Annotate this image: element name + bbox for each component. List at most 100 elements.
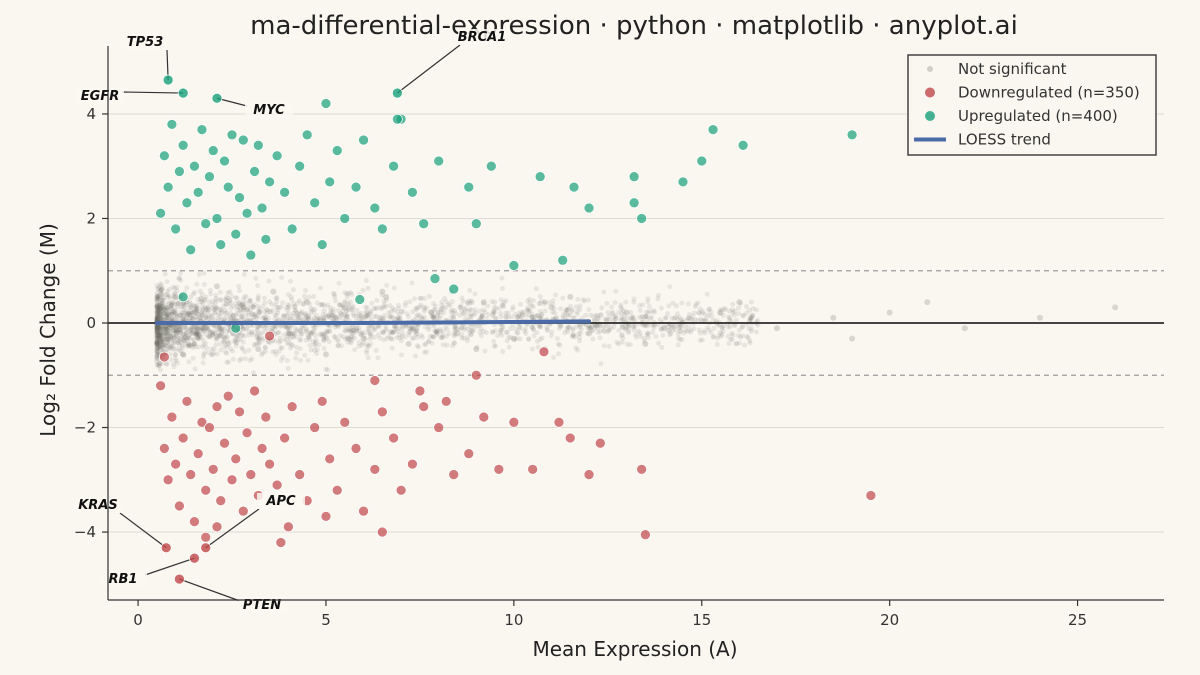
point-background [558,323,564,329]
point-downregulated [159,351,170,363]
point-background [156,314,162,320]
point-background [299,309,305,315]
point-background [407,328,413,334]
point-background [295,328,301,334]
point-background [356,343,362,349]
point-background [326,339,332,345]
point-background [727,323,733,329]
point-upregulated [418,218,430,230]
point-background [154,325,160,331]
point-background [159,333,165,339]
point-background [468,324,474,330]
point-background [585,325,591,331]
point-background [200,327,206,333]
point-background [198,296,204,302]
point-background [744,310,750,316]
point-background [359,330,365,336]
point-background [730,301,736,307]
point-background [154,327,160,333]
point-background [719,331,725,337]
point-background [179,301,185,307]
point-background [492,328,498,334]
point-background [331,314,337,320]
point-background [154,324,160,330]
point-background [255,324,261,330]
point-background [719,324,725,330]
point-downregulated [260,411,272,423]
point-upregulated [388,160,399,172]
point-background [727,315,733,321]
point-background [216,317,222,323]
point-background [155,325,161,331]
point-background [266,316,272,322]
point-background [172,340,178,346]
gene-label: PTEN [243,598,281,613]
point-background [566,324,572,330]
point-background [616,341,622,347]
point-background [281,337,287,343]
point-background [221,337,227,343]
point-background [298,337,304,343]
point-background [532,313,538,319]
annotation-bg [99,571,147,587]
point-background [201,354,207,360]
point-background [704,291,710,297]
point-downregulated [275,537,287,548]
point-background [320,331,326,337]
point-downregulated [200,484,212,496]
point-background [462,316,468,322]
point-upregulated [162,181,174,193]
point-background [202,297,208,303]
point-background [154,345,160,351]
point-background [286,311,292,317]
point-background [230,313,236,319]
point-background [397,316,403,322]
point-background [456,327,462,333]
point-background [295,315,301,321]
point-background [239,332,245,338]
point-background [539,311,545,317]
point-background [175,304,181,310]
point-background [703,316,709,322]
point-background [445,301,451,307]
point-background [663,315,669,321]
point-background [243,300,249,306]
point-background [719,307,725,313]
point-background [188,304,194,310]
point-background [406,332,412,338]
point-background [168,344,174,350]
point-background [719,325,725,331]
point-background [482,348,488,354]
point-background [154,331,160,337]
point-background [183,302,189,308]
point-background [337,302,343,308]
x-tick-label: 15 [692,611,711,629]
point-background [435,309,441,315]
point-background [692,317,698,323]
point-background [431,323,437,329]
point-background [155,294,161,300]
point-background [154,290,160,296]
annotated-point [189,552,200,564]
point-background [173,333,179,339]
point-background [171,364,177,370]
annotated-point [160,542,172,554]
point-background [371,314,377,320]
point-background [247,298,253,304]
point-background [213,292,219,298]
point-background [164,305,170,311]
point-background [270,325,276,331]
point-background [172,356,178,362]
point-background [467,300,473,306]
point-background [206,299,212,305]
point-background [574,311,580,317]
point-background [438,309,444,315]
point-background [176,324,182,330]
annotation-bg [74,497,122,513]
point-background [154,315,160,321]
point-background [189,331,195,337]
point-background [186,309,192,315]
point-background [205,304,211,310]
point-background [158,311,164,317]
